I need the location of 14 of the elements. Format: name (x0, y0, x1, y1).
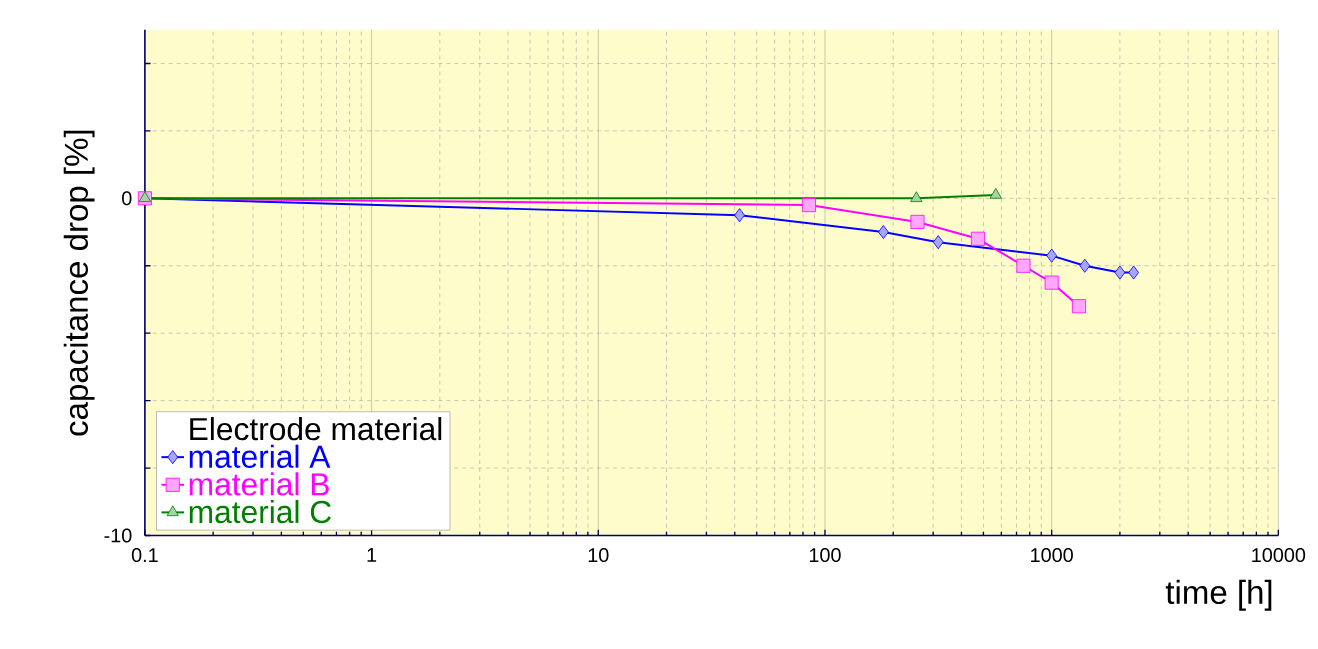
x-tick-label: 1 (367, 548, 377, 562)
x-tick-label: 0.1 (131, 548, 158, 563)
x-tick-label: 10 (588, 548, 609, 563)
legend-label: material C (189, 500, 331, 524)
x-tick-label: 100 (809, 548, 841, 563)
x-tick-label: 10000 (1252, 548, 1306, 563)
legend-label: material A (189, 444, 331, 469)
y-axis-title: capacitance drop [%] (63, 130, 95, 436)
x-axis-title: time [h] (1165, 580, 1272, 611)
legend-label: material B (189, 472, 329, 496)
legend-title: Electrode material (190, 417, 442, 441)
y-tick-label: -10 (104, 528, 132, 543)
x-tick-label: 1000 (1031, 548, 1073, 563)
y-tick-label: 0 (122, 191, 132, 206)
